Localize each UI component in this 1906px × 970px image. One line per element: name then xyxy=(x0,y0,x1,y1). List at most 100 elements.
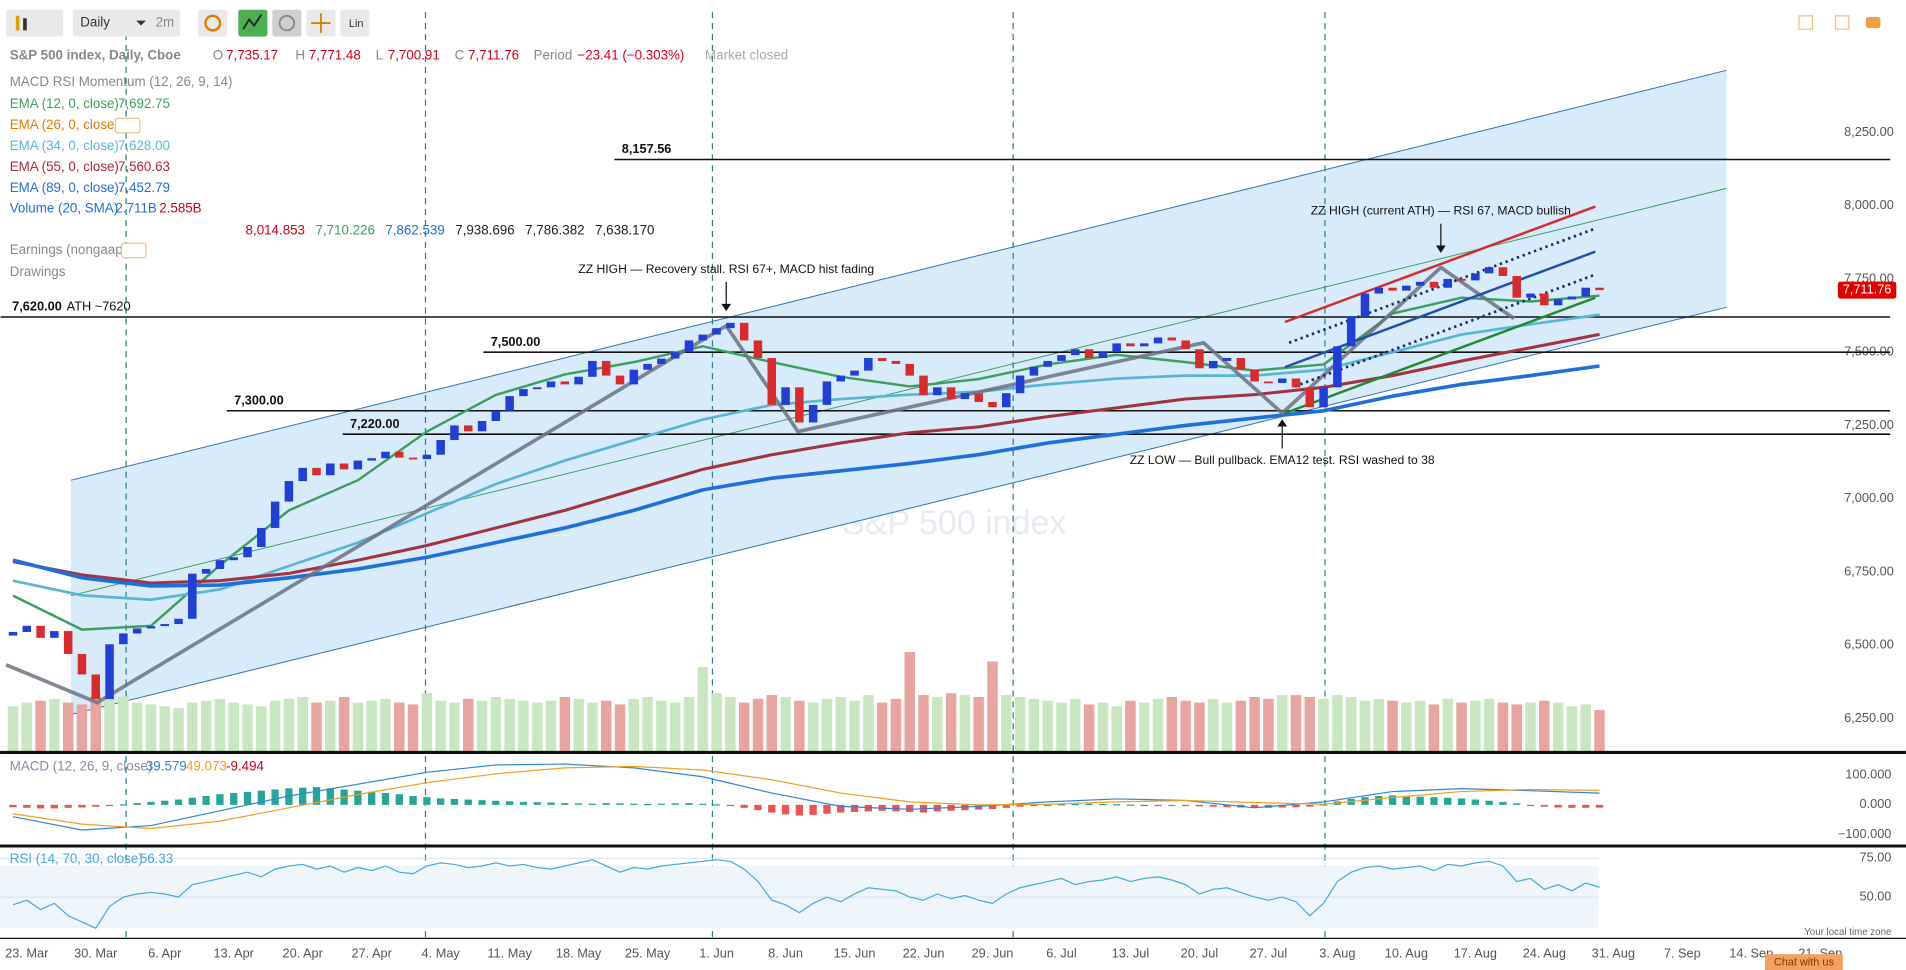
macd-hist-bar xyxy=(726,804,735,807)
candle xyxy=(946,387,956,400)
volume-bar xyxy=(407,704,419,752)
candle xyxy=(119,633,128,645)
candle xyxy=(1581,287,1590,297)
candle xyxy=(1415,281,1425,286)
icon[interactable] xyxy=(1798,15,1813,30)
period-value: −23.41 (−0.303%) xyxy=(577,47,684,62)
volume-bar xyxy=(614,704,626,752)
candle xyxy=(1457,278,1466,281)
macd-hist-bar xyxy=(464,799,472,805)
volume-bar xyxy=(242,704,253,752)
macd-hist-bar xyxy=(161,800,169,805)
x-tick-label: 24. Aug xyxy=(1523,946,1566,961)
candle xyxy=(1498,267,1508,276)
candle xyxy=(146,626,156,629)
icon xyxy=(204,14,222,32)
trend-line xyxy=(1284,296,1596,415)
volume-bar xyxy=(159,706,170,752)
chat-button[interactable] xyxy=(1764,954,1843,970)
ema-value: 7,560.63 xyxy=(118,159,170,174)
macd-hist-bar xyxy=(368,791,376,805)
volume-bar xyxy=(918,695,929,752)
volume-bar xyxy=(1070,698,1081,752)
candle xyxy=(284,481,294,502)
candle xyxy=(270,501,280,528)
volume-bar xyxy=(932,696,943,752)
volume-bar xyxy=(1483,698,1495,752)
candle xyxy=(1084,349,1094,359)
scale-button[interactable] xyxy=(340,9,370,37)
volume-bar xyxy=(1470,700,1481,752)
candle xyxy=(1471,273,1480,281)
macd-hist-bar xyxy=(257,790,265,805)
candle xyxy=(1153,337,1163,344)
macd-hist-bar xyxy=(1278,804,1286,808)
candle xyxy=(381,451,390,459)
macd-hist-bar xyxy=(243,791,252,805)
volume-bar xyxy=(325,700,336,752)
arrow-head xyxy=(1277,419,1288,427)
volume-bar xyxy=(1194,702,1205,752)
ohlc-value: 7,771.48 xyxy=(309,47,361,62)
candle xyxy=(864,358,873,371)
earnings: Earnings (nongaap) xyxy=(10,242,127,257)
x-tick-label: 23. Mar xyxy=(5,946,49,961)
ema-value: 7,452.79 xyxy=(118,180,170,195)
interval-dropdown[interactable] xyxy=(72,9,180,37)
volume-bar xyxy=(145,704,157,752)
macd-hist-bar xyxy=(1319,804,1328,806)
icon xyxy=(15,15,20,31)
macd-hist-bar xyxy=(450,798,459,805)
macd-hist-bar xyxy=(699,803,707,805)
volume-bar xyxy=(62,702,74,752)
eye-icon[interactable] xyxy=(114,117,141,134)
volume-bar xyxy=(269,700,281,752)
eye-icon[interactable] xyxy=(120,242,147,259)
candle xyxy=(877,358,887,361)
x-tick-label: 14. Sep xyxy=(1729,946,1773,961)
camera-icon[interactable] xyxy=(1865,17,1881,28)
macd-hist-bar xyxy=(588,803,597,805)
ohlc-label: L xyxy=(376,47,383,62)
ohlc-value: 7,711.76 xyxy=(468,47,519,62)
candle xyxy=(243,546,252,558)
x-tick-label: 8. Jun xyxy=(768,946,803,961)
volume-bar xyxy=(1207,698,1219,752)
macd-tick-label: 0.000 xyxy=(1859,796,1891,811)
candle xyxy=(960,393,970,400)
icon[interactable] xyxy=(1834,15,1850,30)
x-tick-label: 4. May xyxy=(422,946,461,961)
candle xyxy=(257,527,266,547)
macd-hist-bar xyxy=(1582,804,1590,808)
macd-hist-bar xyxy=(1471,799,1479,805)
candle xyxy=(988,401,997,408)
x-tick-label: 11. May xyxy=(487,946,532,961)
volume-legend: Volume (20, SMA) xyxy=(10,201,118,216)
candle xyxy=(1222,358,1232,361)
range[interactable]: 2m xyxy=(156,15,175,30)
candle xyxy=(50,631,59,638)
candle xyxy=(601,360,611,376)
macd-hist-bar xyxy=(1499,801,1507,805)
candle xyxy=(491,410,501,422)
candle xyxy=(739,322,749,341)
clock-button[interactable] xyxy=(272,9,302,37)
candle xyxy=(519,389,528,397)
arrow-head xyxy=(1435,245,1446,253)
volume-bar xyxy=(76,704,88,752)
candle xyxy=(436,440,445,455)
volume-bar xyxy=(683,696,695,752)
macd-hist-bar xyxy=(630,803,638,805)
volume-bar xyxy=(118,696,129,752)
annotation-text: ZZ HIGH — Recovery stall. RSI 67+, MACD … xyxy=(578,262,874,276)
macd-hist-bar xyxy=(1485,800,1493,805)
macd-hist-bar xyxy=(326,788,334,805)
chart-type-button[interactable] xyxy=(6,9,64,37)
volume-bar xyxy=(987,661,998,752)
macd-hist-bar xyxy=(202,795,210,805)
ema-value: 7,692.75 xyxy=(118,96,170,111)
volume-bar xyxy=(283,698,295,752)
settings-button[interactable] xyxy=(198,9,228,37)
candle xyxy=(463,425,473,432)
